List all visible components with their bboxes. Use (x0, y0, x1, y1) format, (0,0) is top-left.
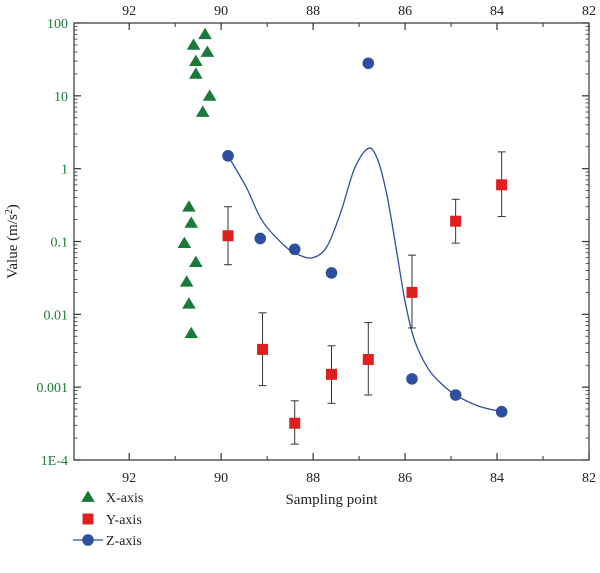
y-tick-label: 0.1 (51, 236, 69, 251)
y-axis-point (326, 368, 337, 380)
z-axis-point (406, 373, 418, 385)
y-axis-point (257, 343, 269, 355)
x-tick-label-top: 84 (490, 4, 504, 19)
legend-label: Z-axis (106, 534, 142, 549)
x-tick-label-top: 88 (306, 4, 320, 19)
z-axis-point (222, 150, 234, 162)
y-tick-label: 10 (54, 90, 68, 105)
y-axis-point (289, 417, 301, 429)
y-tick-label: 1 (61, 163, 68, 178)
y-tick-label: 0.01 (44, 308, 69, 323)
axes-layer (73, 22, 590, 461)
x-tick-label-top: 92 (122, 4, 136, 19)
labels-layer: 92 92 90 90 88 88 86 86 84 84 82 82 1E-4 0.001 0.01 0.1… (4, 4, 597, 508)
x-tick-label-bottom: 82 (582, 471, 596, 486)
x-axis-title: Sampling point (285, 492, 378, 508)
y-tick-label: 100 (47, 17, 68, 32)
x-axis-point (182, 200, 196, 212)
x-tick-label-top: 86 (398, 4, 412, 19)
x-tick-label-bottom: 92 (122, 471, 136, 486)
z-axis-point (254, 232, 267, 245)
y-tick-label: 0.001 (37, 381, 69, 396)
y-axis-point (362, 353, 374, 365)
z-axis-point (362, 57, 375, 70)
y-axis-point (450, 215, 462, 227)
x-axis-point (198, 27, 212, 40)
x-axis-point (195, 105, 210, 117)
x-axis-point (182, 297, 196, 309)
x-tick-label-bottom: 90 (214, 471, 228, 486)
y-axis-point (222, 230, 234, 242)
marks-layer (177, 27, 508, 429)
x-axis-point (202, 89, 217, 101)
legend-label: Y-axis (106, 513, 142, 528)
legend-label: X-axis (106, 491, 143, 506)
legend-layer: X-axis Y-axis Z-axis (73, 490, 143, 549)
x-tick-label-bottom: 86 (398, 471, 412, 486)
legend-x-axis-marker (81, 490, 95, 502)
z-axis-point (325, 267, 338, 279)
z-axis-point (449, 389, 462, 401)
y-axis-point (406, 286, 418, 298)
x-tick-label-bottom: 84 (490, 471, 504, 486)
x-axis-point (184, 326, 199, 339)
y-tick-label: 1E-4 (41, 454, 68, 469)
z-axis-fit-curve (227, 147, 502, 413)
x-tick-label-top: 90 (214, 4, 228, 19)
x-axis-point (200, 45, 215, 57)
z-axis-point (288, 243, 301, 256)
x-tick-label-top: 82 (582, 4, 596, 19)
x-axis-point (189, 67, 203, 79)
x-axis-point (179, 275, 194, 287)
legend-z-axis-marker (82, 534, 94, 546)
x-axis-point (189, 255, 203, 268)
z-axis-point (495, 405, 508, 418)
curve-layer (227, 147, 502, 413)
errorbar-layer (224, 151, 506, 445)
x-axis-point (186, 38, 201, 50)
y-axis-title: Value (m/s2) (4, 204, 22, 279)
y-axis-point (496, 179, 508, 191)
x-axis-point (184, 216, 199, 228)
x-axis-point (177, 236, 192, 248)
x-tick-label-bottom: 88 (306, 471, 320, 486)
x-axis-point (189, 54, 203, 66)
legend-y-axis-marker (82, 513, 94, 525)
